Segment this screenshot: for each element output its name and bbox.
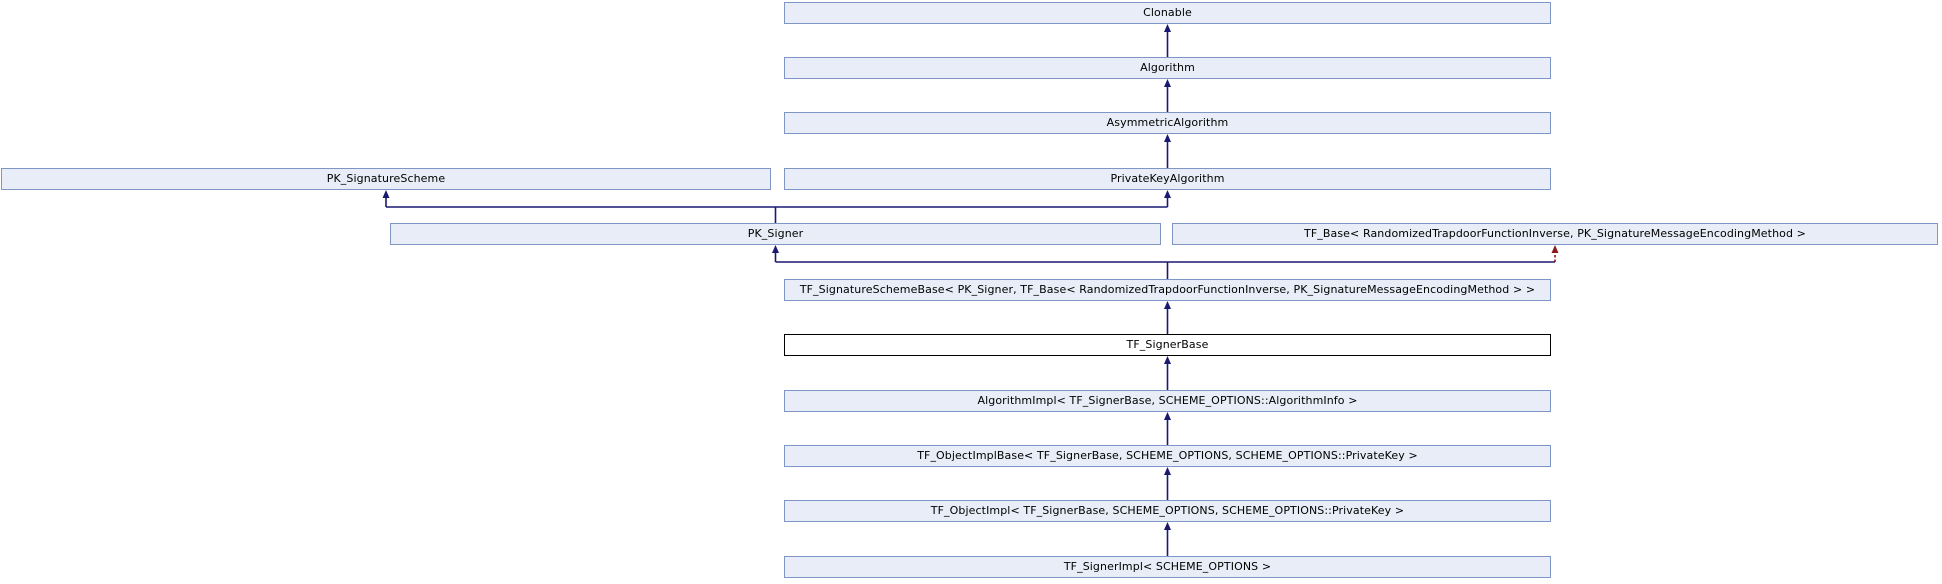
- node-tf-base[interactable]: TF_Base< RandomizedTrapdoorFunctionInver…: [1172, 223, 1938, 245]
- edge-algorithmimpl-to-tfsignerbase: [1164, 356, 1171, 390]
- edge-tfsignerbase-to-tfsignatureschemebase: [1164, 301, 1171, 334]
- node-tf-signer-base-current: TF_SignerBase: [784, 334, 1551, 356]
- node-pk-signature-scheme[interactable]: PK_SignatureScheme: [1, 168, 771, 190]
- edge-tfobjectimplbase-to-algorithmimpl: [1164, 412, 1171, 445]
- edge-algorithm-to-clonable: [1164, 24, 1171, 57]
- edge-privatekeyalgorithm-to-asymmetricalgorithm: [1164, 134, 1171, 168]
- edge-pksigner-to-parents: [382, 190, 1171, 223]
- node-pk-signer[interactable]: PK_Signer: [390, 223, 1161, 245]
- node-tf-signature-scheme-base[interactable]: TF_SignatureSchemeBase< PK_Signer, TF_Ba…: [784, 279, 1551, 301]
- node-algorithm[interactable]: Algorithm: [784, 57, 1551, 79]
- edge-asymmetricalgorithm-to-algorithm: [1164, 79, 1171, 112]
- edge-tfsignerimpl-to-tfobjectimpl: [1164, 522, 1171, 556]
- node-tf-object-impl-base[interactable]: TF_ObjectImplBase< TF_SignerBase, SCHEME…: [784, 445, 1551, 467]
- edge-tfobjectimpl-to-tfobjectimplbase: [1164, 467, 1171, 500]
- node-algorithm-impl[interactable]: AlgorithmImpl< TF_SignerBase, SCHEME_OPT…: [784, 390, 1551, 412]
- node-clonable[interactable]: Clonable: [784, 2, 1551, 24]
- edge-tfsignatureschemebase-to-pksigner: [772, 245, 1555, 279]
- edge-tfsignatureschemebase-to-tfbase-private: [1551, 245, 1559, 262]
- node-tf-object-impl[interactable]: TF_ObjectImpl< TF_SignerBase, SCHEME_OPT…: [784, 500, 1551, 522]
- node-tf-signer-impl[interactable]: TF_SignerImpl< SCHEME_OPTIONS >: [784, 556, 1551, 578]
- node-private-key-algorithm[interactable]: PrivateKeyAlgorithm: [784, 168, 1551, 190]
- node-asymmetric-algorithm[interactable]: AsymmetricAlgorithm: [784, 112, 1551, 134]
